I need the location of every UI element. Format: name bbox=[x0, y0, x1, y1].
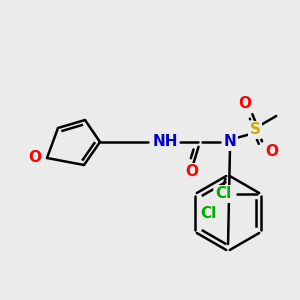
Text: O: O bbox=[238, 97, 251, 112]
Text: NH: NH bbox=[152, 134, 178, 149]
Text: O: O bbox=[185, 164, 199, 179]
Text: N: N bbox=[224, 134, 236, 149]
Text: O: O bbox=[266, 145, 278, 160]
Text: Cl: Cl bbox=[200, 206, 216, 220]
Text: O: O bbox=[28, 151, 41, 166]
Text: Cl: Cl bbox=[215, 187, 231, 202]
Text: S: S bbox=[250, 122, 260, 137]
